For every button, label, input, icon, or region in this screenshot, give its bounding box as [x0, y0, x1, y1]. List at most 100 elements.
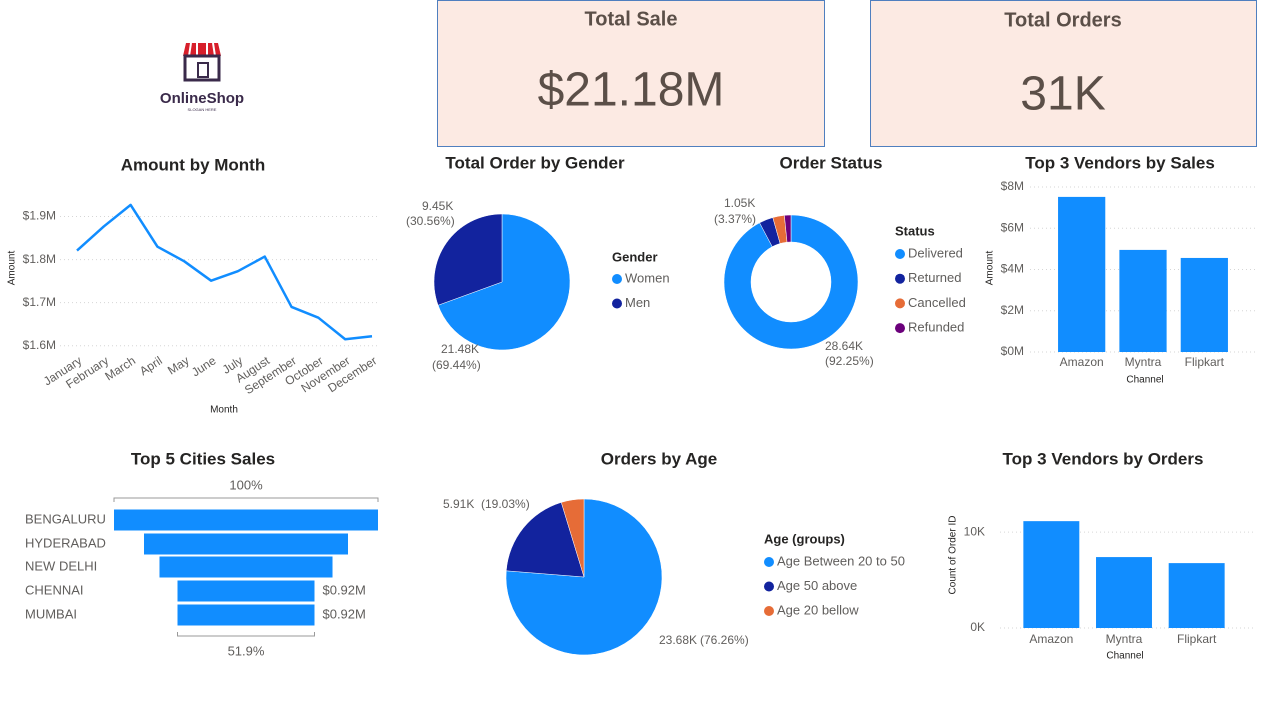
y-tick-label: $2M	[1001, 303, 1024, 317]
chart-title: Amount by Month	[121, 155, 265, 174]
bracket	[113, 497, 379, 502]
value-label: $0.92M	[322, 606, 365, 621]
value-label: $0.92M	[322, 582, 365, 597]
slice-value-label: 23.68K	[659, 633, 697, 647]
legend-marker	[764, 581, 774, 592]
slice-percent-label: (92.25%)	[825, 354, 874, 368]
logo-name: OnlineShop	[160, 90, 244, 107]
x-axis-title: Month	[210, 405, 238, 416]
slice-percent-label: (76.26%)	[700, 633, 749, 647]
kpi-title: Total Sale	[585, 8, 678, 30]
kpi-card-bg	[870, 0, 1257, 147]
slice-value-label: 5.91K	[443, 497, 474, 511]
y-axis-title: Amount	[7, 251, 18, 286]
bracket	[177, 632, 315, 637]
funnel-bar	[177, 604, 315, 626]
chart-title: Top 3 Vendors by Sales	[1025, 153, 1215, 172]
legend-marker	[612, 298, 622, 309]
category-label: MUMBAI	[25, 606, 77, 621]
bar	[1180, 257, 1228, 352]
funnel-bar	[114, 509, 378, 531]
category-label: NEW DELHI	[25, 558, 97, 573]
chart: Total Order by Gender 21.48K (69.44%) 9.45K…	[406, 153, 670, 372]
y-tick-label: 0K	[970, 620, 985, 634]
slice-value-label: 28.64K	[825, 339, 863, 353]
x-tick-label: Flipkart	[1177, 632, 1217, 646]
legend-title: Gender	[612, 249, 658, 264]
legend-label: Age Between 20 to 50	[777, 553, 905, 568]
legend-label: Women	[625, 270, 670, 285]
legend-label: Age 20 bellow	[777, 602, 859, 617]
slice-percent-label: (19.03%)	[481, 497, 530, 511]
slice-value-label: 1.05K	[724, 196, 755, 210]
legend-title: Age (groups)	[764, 531, 845, 546]
legend-marker	[895, 249, 905, 259]
line	[76, 203, 373, 341]
kpi-value: 31K	[1020, 68, 1105, 121]
bar	[1119, 249, 1167, 352]
slice-value-label: 9.45K	[422, 199, 453, 213]
slice-percent-label: (3.37%)	[714, 212, 756, 226]
slice	[433, 213, 503, 306]
x-tick-label: Flipkart	[1185, 355, 1225, 369]
x-tick-label: June	[189, 353, 219, 379]
y-tick-label: $4M	[1001, 262, 1024, 276]
x-axis-title: Channel	[1126, 375, 1163, 386]
y-tick-label: $1.9M	[23, 209, 56, 223]
slice-percent-label: (30.56%)	[406, 214, 455, 228]
chart: Order Status 28.64K(92.25%) 1.05K (3.37%) St…	[714, 153, 966, 368]
legend-label: Men	[625, 295, 650, 310]
logo-bag	[197, 62, 209, 78]
x-tick-label: Myntra	[1125, 355, 1162, 369]
logo-awning-stripes	[188, 42, 216, 57]
kpi-title: Total Orders	[1004, 9, 1121, 31]
logo-slogan: SLOGAN HERE	[188, 107, 217, 112]
slice	[723, 214, 859, 350]
bar	[1058, 196, 1106, 352]
x-axis-title: Channel	[1106, 651, 1143, 662]
legend-title: Status	[895, 223, 935, 238]
legend-marker	[764, 606, 774, 616]
chart: Orders by Age 23.68K (76.26%) 5.91K (19.03%)…	[443, 449, 905, 656]
chart-title: Total Order by Gender	[445, 153, 625, 172]
chart: Top 3 Vendors by Orders 0K 10K Channel Count…	[948, 449, 1255, 662]
y-tick-label: $6M	[1001, 220, 1024, 234]
bar	[1023, 521, 1080, 628]
legend-label: Delivered	[908, 245, 963, 260]
chart: Top 5 Cities Sales BENGALURU HYDERABAD NEW …	[25, 449, 379, 658]
funnel-bar	[177, 580, 315, 602]
x-tick-label: Myntra	[1106, 632, 1143, 646]
x-tick-label: April	[137, 353, 165, 378]
y-tick-label: 10K	[964, 524, 985, 538]
kpi-card: Total Orders 31K	[870, 0, 1257, 147]
y-axis-title: Count of Order ID	[948, 516, 959, 595]
legend-marker	[895, 273, 905, 284]
chart-title: Order Status	[780, 153, 883, 172]
kpi-card: Total Sale $21.18M	[437, 0, 825, 147]
legend-marker	[895, 323, 905, 334]
y-tick-label: $1.7M	[23, 295, 56, 309]
category-label: CHENNAI	[25, 582, 84, 597]
chart-title: Orders by Age	[601, 449, 718, 468]
legend-marker	[612, 274, 622, 284]
x-tick-label: Amazon	[1060, 355, 1104, 369]
chart: Top 3 Vendors by Sales $0M $2M $4M $6M $8M Cha…	[985, 153, 1255, 386]
kpi-value: $21.18M	[538, 64, 725, 117]
y-axis-title: Amount	[985, 251, 996, 286]
x-tick-label: March	[102, 353, 138, 383]
chart-title: Top 5 Cities Sales	[131, 449, 275, 468]
top-annotation: 100%	[229, 477, 263, 492]
x-tick-label: May	[165, 353, 192, 377]
slice	[784, 214, 792, 243]
legend-marker	[764, 557, 774, 567]
legend-label: Age 50 above	[777, 578, 857, 593]
logo: OnlineShop SLOGAN HERE	[160, 42, 244, 112]
legend-label: Returned	[908, 270, 961, 285]
bottom-annotation: 51.9%	[228, 643, 265, 658]
y-tick-label: $8M	[1001, 179, 1024, 193]
legend-label: Cancelled	[908, 295, 966, 310]
logo-shop	[183, 54, 221, 82]
bar	[1168, 563, 1225, 628]
y-tick-label: $0M	[1001, 344, 1024, 358]
